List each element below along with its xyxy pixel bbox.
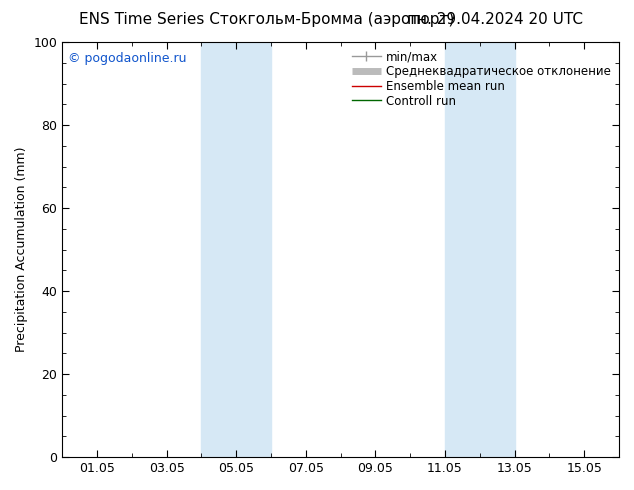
Text: ENS Time Series Стокгольм-Бромма (аэропорт): ENS Time Series Стокгольм-Бромма (аэропо… xyxy=(79,12,454,27)
Bar xyxy=(480,42,515,457)
Text: пн. 29.04.2024 20 UTC: пн. 29.04.2024 20 UTC xyxy=(406,12,583,27)
Y-axis label: Precipitation Accumulation (mm): Precipitation Accumulation (mm) xyxy=(15,147,28,352)
Bar xyxy=(236,42,271,457)
Legend: min/max, Среднеквадратическое отклонение, Ensemble mean run, Controll run: min/max, Среднеквадратическое отклонение… xyxy=(349,48,613,110)
Text: © pogodaonline.ru: © pogodaonline.ru xyxy=(68,52,186,66)
Bar xyxy=(202,42,236,457)
Bar xyxy=(445,42,480,457)
